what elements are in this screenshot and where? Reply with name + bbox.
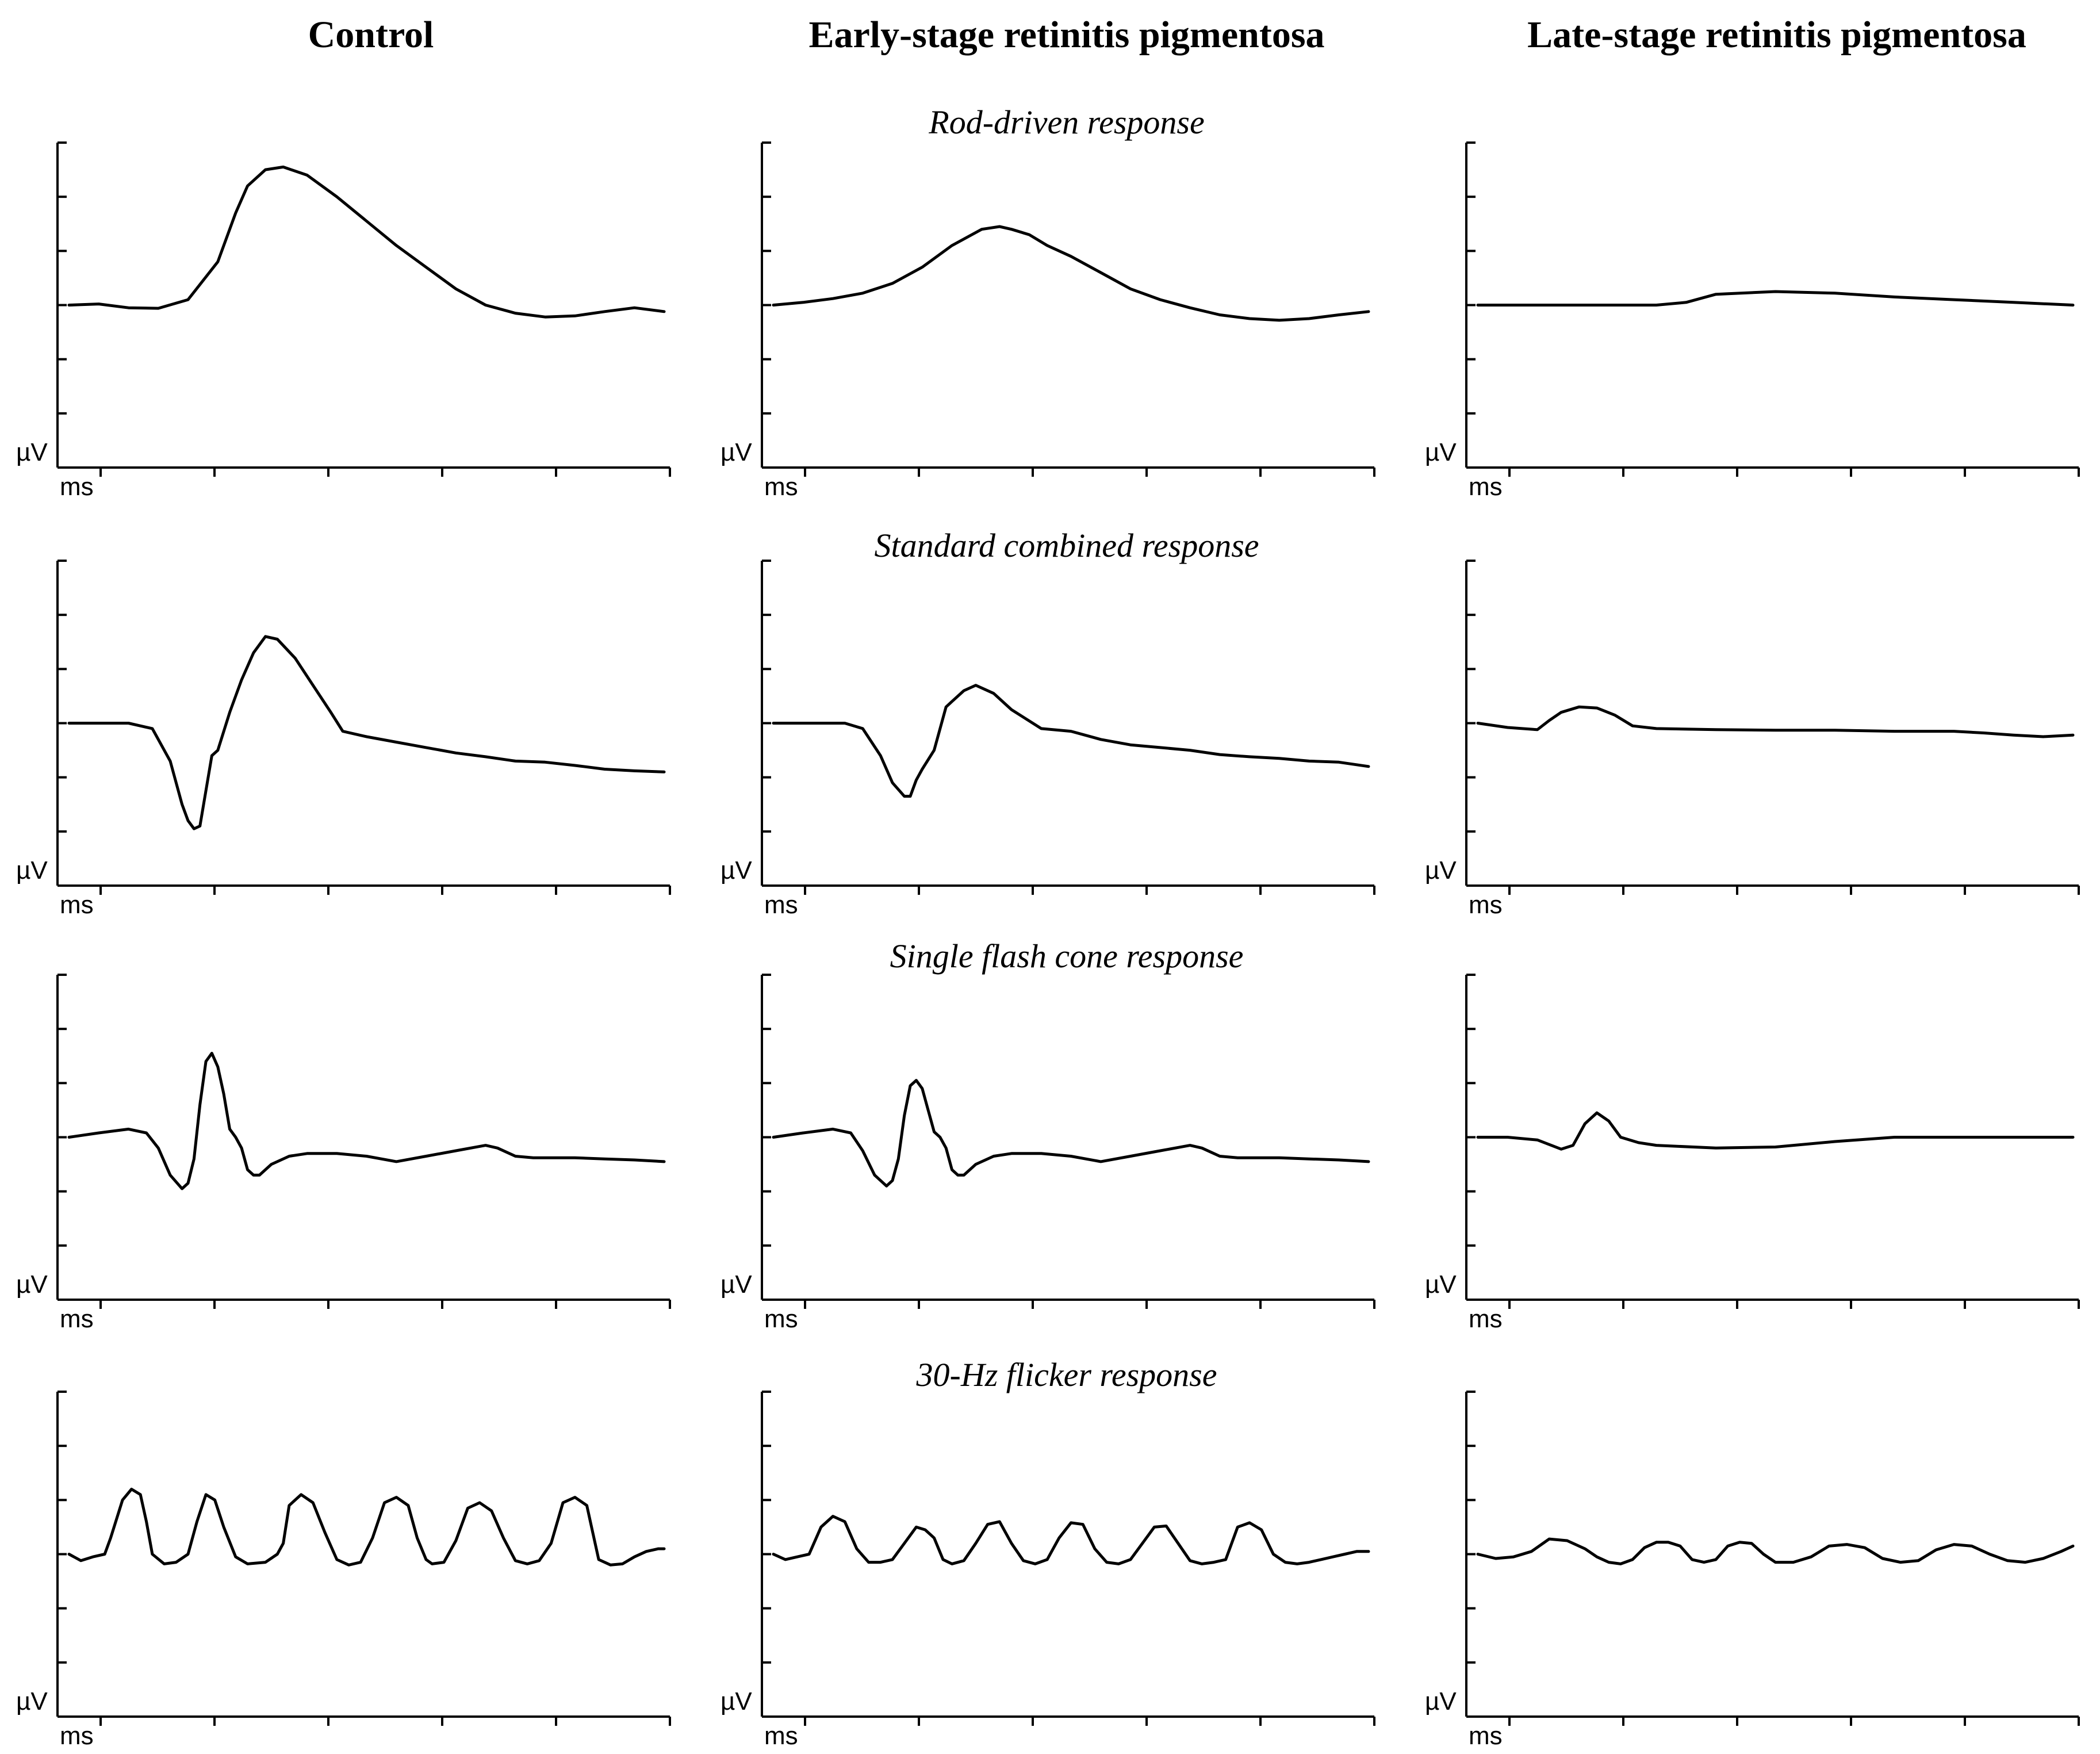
y-axis-label: µV [16,856,48,884]
x-axis-label: ms [1469,1305,1503,1333]
y-axis-label: µV [721,1270,752,1299]
trace-line-late-stage-retinitis-pigmentosa-30-hz-flicker-response [1476,1537,2075,1565]
trace-line-late-stage-retinitis-pigmentosa-standard-combined-response [1476,705,2075,738]
panel-late-stage-retinitis-pigmentosa-single-flash-cone-response: µV ms [1425,974,2080,1333]
y-axis-label: µV [16,1270,48,1299]
x-axis-label: ms [764,1305,798,1333]
panel-late-stage-retinitis-pigmentosa-30-hz-flicker-response: µV ms [1425,1391,2080,1750]
x-axis-label: ms [1469,1722,1503,1750]
trace-line-early-stage-retinitis-pigmentosa-standard-combined-response [772,684,1370,798]
x-axis-label: ms [764,1722,798,1750]
trace-line-control-standard-combined-response [67,635,666,830]
y-axis-label: µV [1425,856,1457,884]
column-title-early-rp: Early-stage retinitis pigmentosa [808,14,1324,56]
column-title-late-rp: Late-stage retinitis pigmentosa [1527,14,2026,56]
panel-control-single-flash-cone-response: µV ms [16,974,671,1333]
trace-line-late-stage-retinitis-pigmentosa-single-flash-cone-response [1476,1111,2075,1151]
y-axis-label: µV [721,438,752,466]
y-axis-label: µV [1425,1687,1457,1715]
trace-line-late-stage-retinitis-pigmentosa-rod-driven-response [1476,290,2075,307]
panel-control-standard-combined-response: µV ms [16,560,671,919]
panel-control-rod-driven-response: µV ms [16,141,671,501]
panel-early-stage-retinitis-pigmentosa-rod-driven-response: µV ms [721,141,1375,501]
x-axis-label: ms [764,473,798,501]
trace-line-control-single-flash-cone-response [67,1052,666,1190]
panel-late-stage-retinitis-pigmentosa-rod-driven-response: µV ms [1425,141,2080,501]
x-axis-label: ms [1469,891,1503,919]
y-axis-label: µV [721,1687,752,1715]
x-axis-label: ms [60,1722,94,1750]
row-title-combined: Standard combined response [874,527,1259,564]
x-axis-label: ms [764,891,798,919]
y-axis-label: µV [1425,1270,1457,1299]
x-axis-label: ms [60,1305,94,1333]
x-axis-label: ms [60,473,94,501]
panel-early-stage-retinitis-pigmentosa-standard-combined-response: µV ms [721,560,1375,919]
y-axis-label: µV [16,438,48,466]
trace-line-control-rod-driven-response [67,165,666,319]
panel-late-stage-retinitis-pigmentosa-standard-combined-response: µV ms [1425,560,2080,919]
column-title-control: Control [308,14,434,56]
panel-control-30-hz-flicker-response: µV ms [16,1391,671,1750]
row-title-cone: Single flash cone response [890,937,1244,975]
y-axis-label: µV [16,1687,48,1715]
x-axis-label: ms [1469,473,1503,501]
row-title-rod: Rod-driven response [928,104,1204,141]
trace-line-early-stage-retinitis-pigmentosa-single-flash-cone-response [772,1079,1370,1188]
trace-line-early-stage-retinitis-pigmentosa-30-hz-flicker-response [772,1515,1370,1565]
panel-early-stage-retinitis-pigmentosa-single-flash-cone-response: µV ms [721,974,1375,1333]
y-axis-label: µV [1425,438,1457,466]
row-title-flicker: 30-Hz flicker response [916,1356,1217,1393]
trace-line-control-30-hz-flicker-response [67,1488,666,1567]
panels-group: µVmsµVmsµVmsµVmsµVmsµVmsµVmsµVmsµVmsµVms… [16,141,2080,1750]
panel-early-stage-retinitis-pigmentosa-30-hz-flicker-response: µV ms [721,1391,1375,1750]
trace-line-early-stage-retinitis-pigmentosa-rod-driven-response [772,225,1370,322]
x-axis-label: ms [60,891,94,919]
y-axis-label: µV [721,856,752,884]
